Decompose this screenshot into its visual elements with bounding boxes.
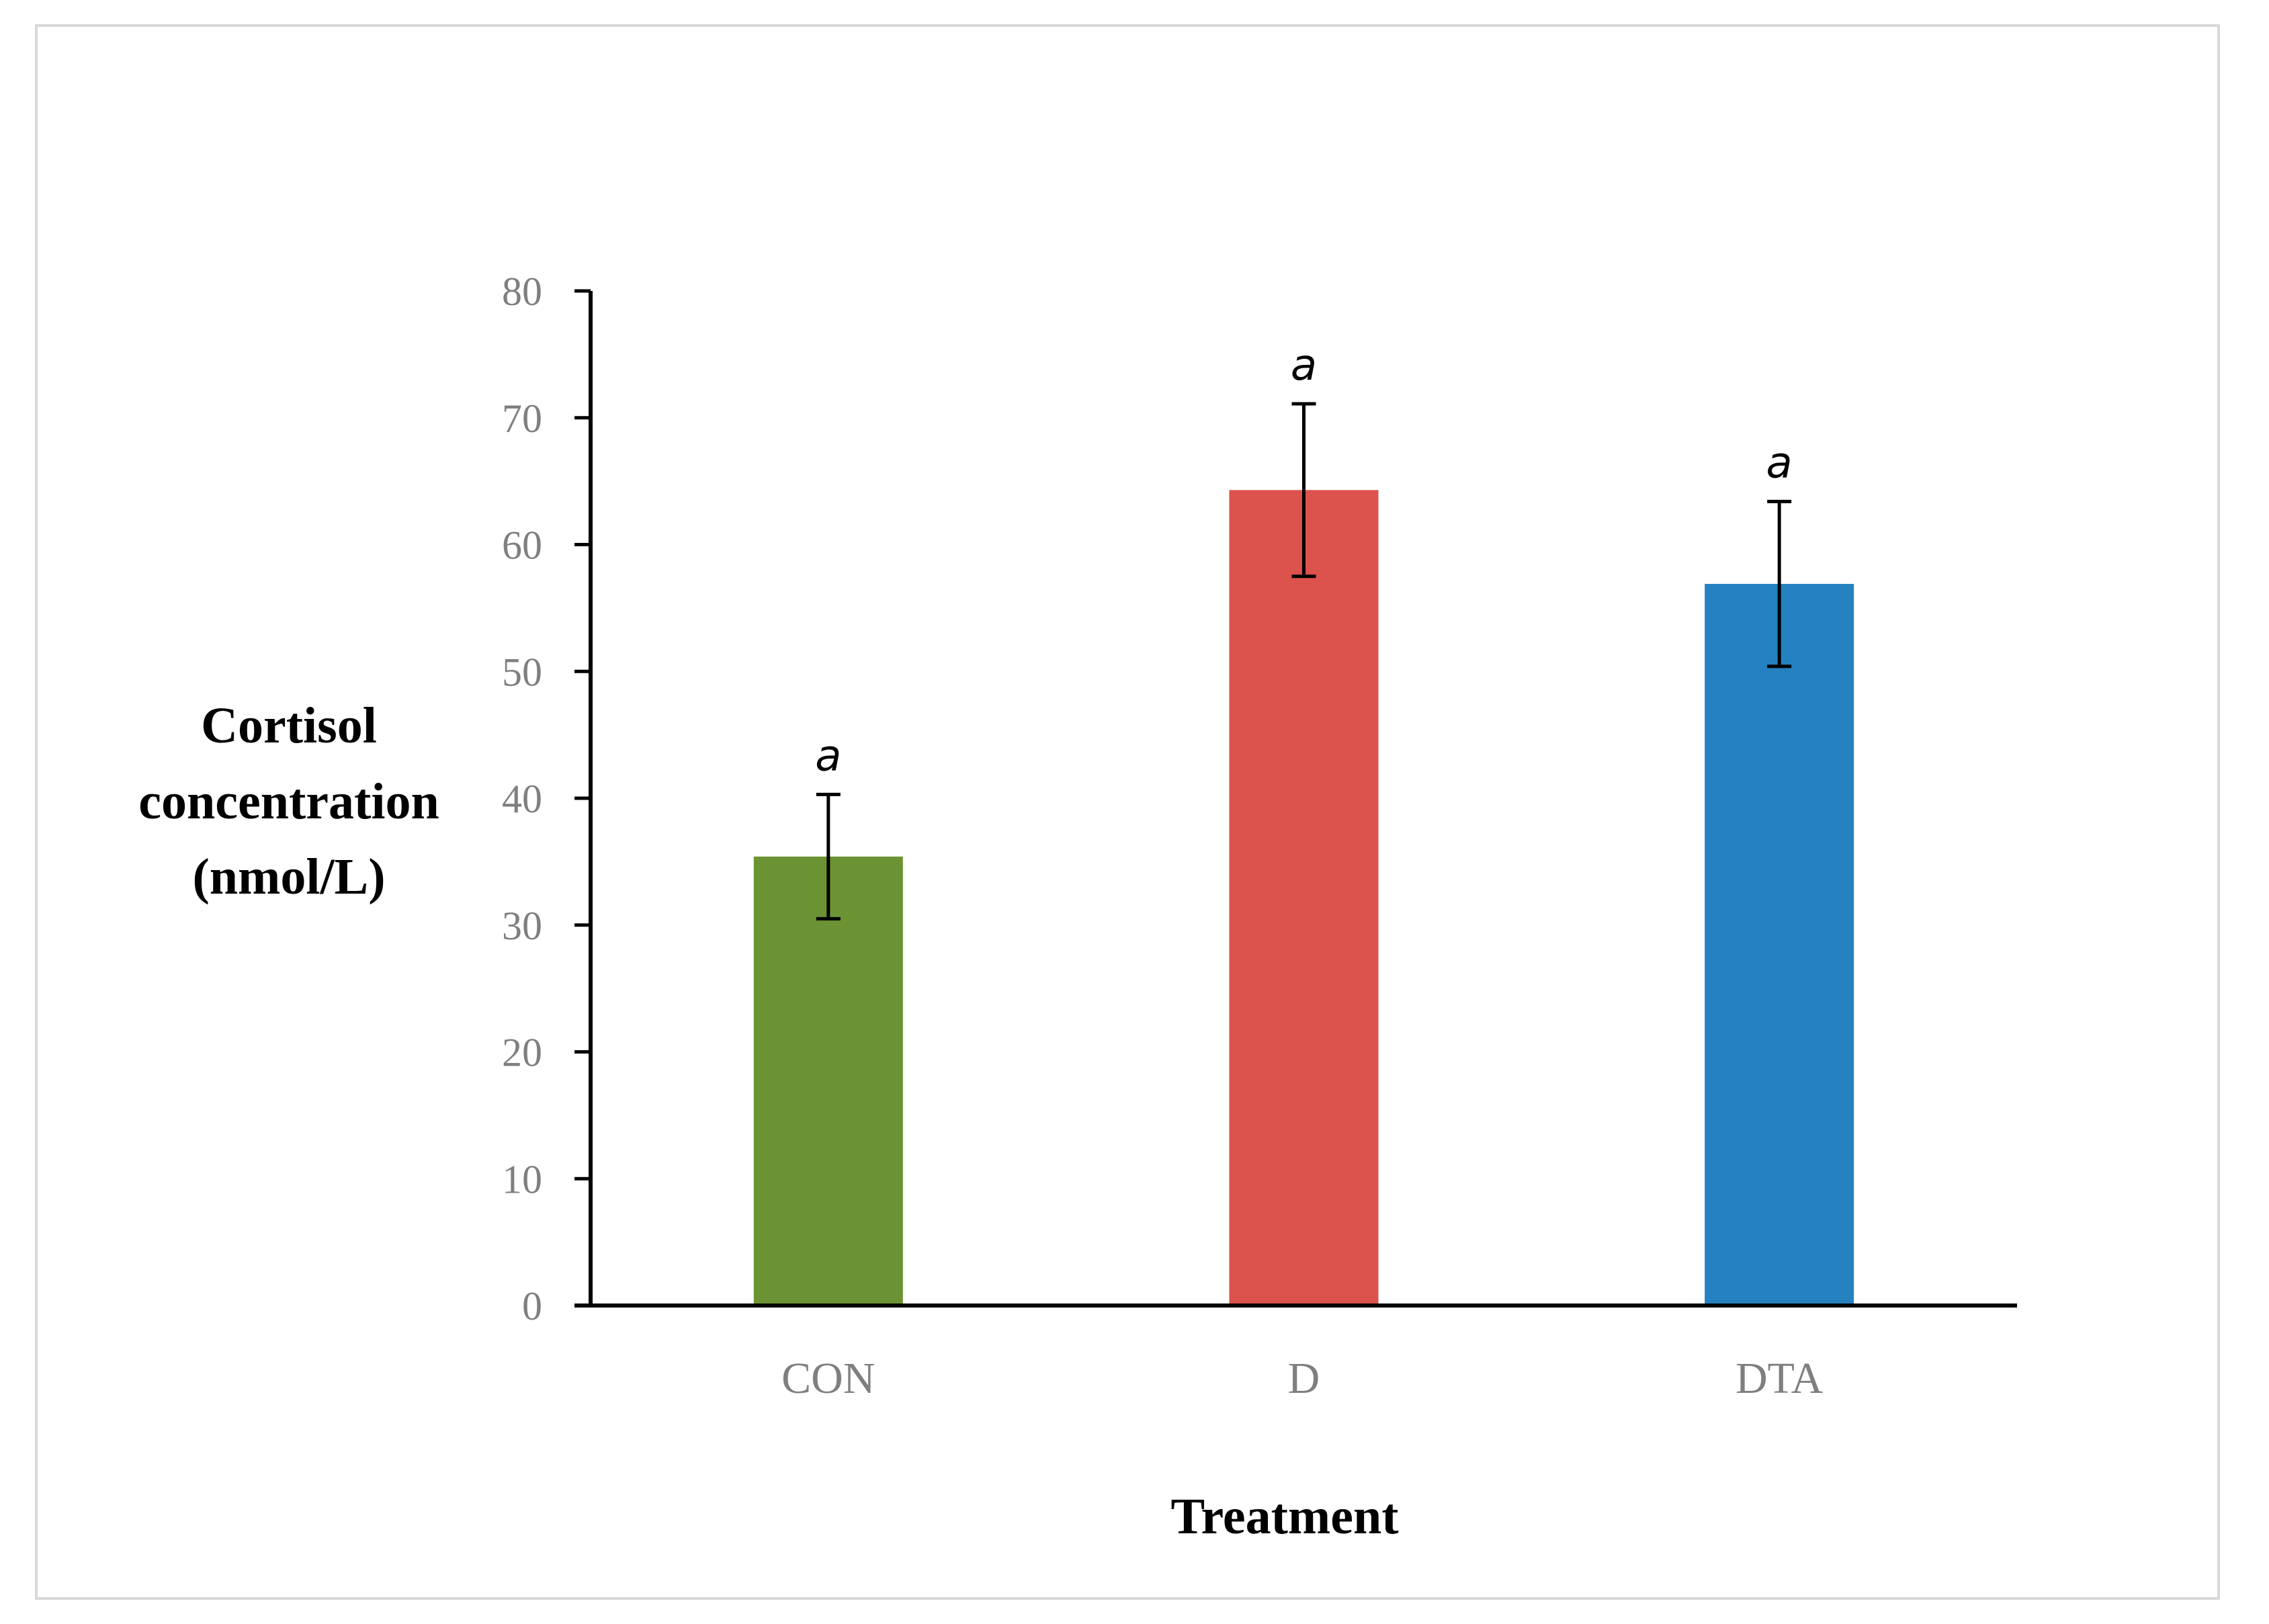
bars-layer (753, 490, 1854, 1306)
x-category-label-con: CON (781, 1354, 875, 1403)
bar-con (753, 856, 903, 1306)
x-axis-title: Treatment (1170, 1488, 1398, 1545)
y-tick-label: 50 (502, 650, 542, 694)
y-axis-title-line-1: Cortisol (201, 697, 377, 754)
y-tick-label: 60 (502, 523, 542, 568)
x-category-label-dta: DTA (1736, 1354, 1824, 1403)
y-tick-label: 10 (502, 1157, 542, 1201)
figure-frame (35, 24, 2220, 1600)
significance-letters-layer: a a a (815, 341, 1793, 781)
significance-letter-d: a (1291, 341, 1317, 390)
y-tick-label: 70 (502, 396, 542, 441)
x-category-label-d: D (1288, 1354, 1320, 1403)
bar-d (1229, 490, 1379, 1306)
y-tick-label: 20 (502, 1031, 542, 1075)
y-tick-label: 40 (502, 777, 542, 821)
significance-letter-con: a (815, 731, 841, 781)
x-category-labels-layer: CON D DTA (781, 1354, 1824, 1403)
y-axis-title-line-3: (nmol/L) (192, 849, 385, 905)
y-tick-label: 30 (502, 904, 542, 948)
y-axis-title-line-2: concentration (138, 773, 439, 830)
bar-dta (1705, 584, 1854, 1306)
error-bars-layer (816, 402, 1792, 921)
y-tick-label: 0 (522, 1284, 542, 1328)
significance-letter-dta: a (1766, 438, 1793, 488)
y-tick-label: 80 (502, 269, 542, 314)
y-ticks-layer: 0 10 20 30 40 50 60 70 80 (502, 269, 591, 1328)
